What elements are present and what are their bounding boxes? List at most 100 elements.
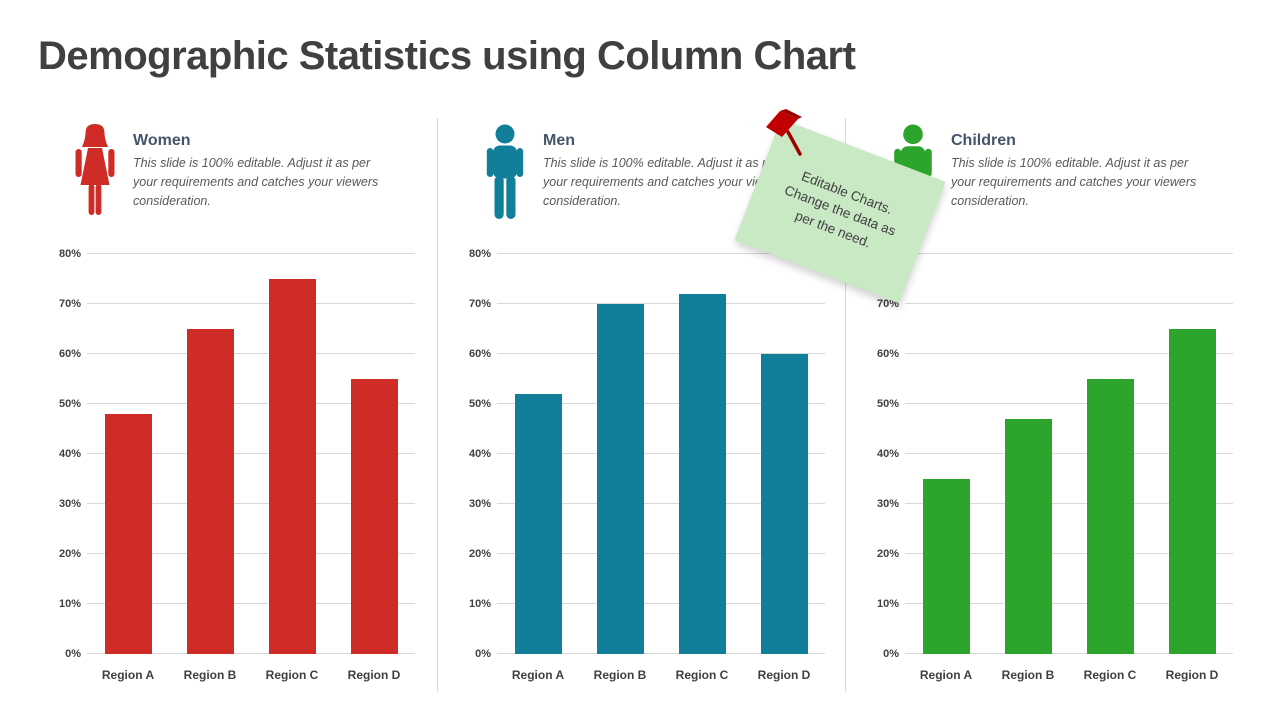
y-axis-tick: 20% [58,548,81,560]
y-axis-tick: 10% [468,598,491,610]
gridline [905,503,1233,504]
section-divider [845,118,846,692]
panel-women-header: Women This slide is 100% editable. Adjus… [45,118,417,228]
bar-region-a[interactable] [514,394,562,654]
gridline [87,503,415,504]
chart-women: 0% 10% 20% 30% 40% 50% 60% 70% 80% Region A Region… [45,240,417,690]
gridline [497,653,825,654]
plot-area [905,253,1233,654]
x-axis-label: Region C [675,668,729,682]
y-axis-tick: 80% [58,248,81,260]
section-description-children: This slide is 100% editable. Adjust it a… [951,156,1197,208]
section-title-women: Women [133,132,191,149]
bar-region-c[interactable] [268,279,316,654]
gridline [905,253,1233,254]
bar-slot [987,254,1069,654]
y-axis-tick: 40% [468,448,491,460]
bar-slot [661,254,743,654]
page-title: Demographic Statistics using Column Char… [38,34,856,78]
x-axis-label: Region C [265,668,319,682]
y-axis-tick: 40% [58,448,81,460]
gridline [497,503,825,504]
gridline [87,403,415,404]
y-axis-tick: 20% [468,548,491,560]
bar-slot [579,254,661,654]
bars-group [87,254,415,654]
bar-region-d[interactable] [760,354,808,654]
gridline [905,403,1233,404]
x-axis-label: Region B [593,668,647,682]
bar-slot [87,254,169,654]
panel-men-header: Men This slide is 100% editable. Adjust … [455,118,827,228]
y-axis-tick: 20% [876,548,899,560]
gridline [87,253,415,254]
y-axis-tick: 80% [468,248,491,260]
panel-children: Children This slide is 100% editable. Ad… [863,118,1235,693]
x-axis-labels: Region A Region B Region C Region D [905,668,1233,682]
gridline [497,353,825,354]
bar-slot [497,254,579,654]
x-axis-label: Region D [347,668,401,682]
bar-region-d[interactable] [1168,329,1216,654]
y-axis-tick: 0% [65,648,81,660]
y-axis-tick: 30% [58,498,81,510]
gridline [87,453,415,454]
x-axis-label: Region A [101,668,155,682]
woman-icon [57,118,133,228]
y-axis-tick: 30% [468,498,491,510]
x-axis-label: Region C [1083,668,1137,682]
gridline [905,553,1233,554]
section-title-men: Men [543,132,575,149]
bar-region-c[interactable] [1086,379,1134,654]
y-axis-tick: 30% [876,498,899,510]
bar-slot [905,254,987,654]
gridline [497,303,825,304]
gridline [87,353,415,354]
gridline [497,403,825,404]
gridline [905,453,1233,454]
gridline [905,303,1233,304]
gridline [497,603,825,604]
bar-slot [333,254,415,654]
bar-slot [743,254,825,654]
y-axis-tick: 70% [58,298,81,310]
bar-region-d[interactable] [350,379,398,654]
panel-men: Men This slide is 100% editable. Adjust … [455,118,827,693]
bar-region-a[interactable] [922,479,970,654]
y-axis-tick: 0% [883,648,899,660]
y-axis-tick: 50% [876,398,899,410]
gridline [87,303,415,304]
x-axis-labels: Region A Region B Region C Region D [497,668,825,682]
section-description-women: This slide is 100% editable. Adjust it a… [133,156,379,208]
gridline [497,553,825,554]
gridline [905,603,1233,604]
x-axis-labels: Region A Region B Region C Region D [87,668,415,682]
chart-children: 0%10%20%30%40%50%60%70%80%Region ARegion… [863,240,1235,690]
y-axis-tick: 60% [58,348,81,360]
y-axis-tick: 10% [58,598,81,610]
y-axis-tick: 10% [876,598,899,610]
y-axis-tick: 0% [475,648,491,660]
x-axis-label: Region A [919,668,973,682]
gridline [87,553,415,554]
bar-region-a[interactable] [104,414,152,654]
bar-region-b[interactable] [1004,419,1052,654]
x-axis-label: Region D [757,668,811,682]
bar-slot [1151,254,1233,654]
panel-women: Women This slide is 100% editable. Adjus… [45,118,417,693]
bar-region-b[interactable] [596,304,644,654]
bar-slot [169,254,251,654]
x-axis-label: Region B [1001,668,1055,682]
section-title-children: Children [951,132,1016,149]
bar-region-b[interactable] [186,329,234,654]
section-divider [437,118,438,692]
x-axis-label: Region B [183,668,237,682]
y-axis-tick: 40% [876,448,899,460]
x-axis-label: Region D [1165,668,1219,682]
y-axis-tick: 50% [468,398,491,410]
y-axis-tick: 60% [468,348,491,360]
bar-region-c[interactable] [678,294,726,654]
gridline [497,453,825,454]
y-axis-tick: 60% [876,348,899,360]
